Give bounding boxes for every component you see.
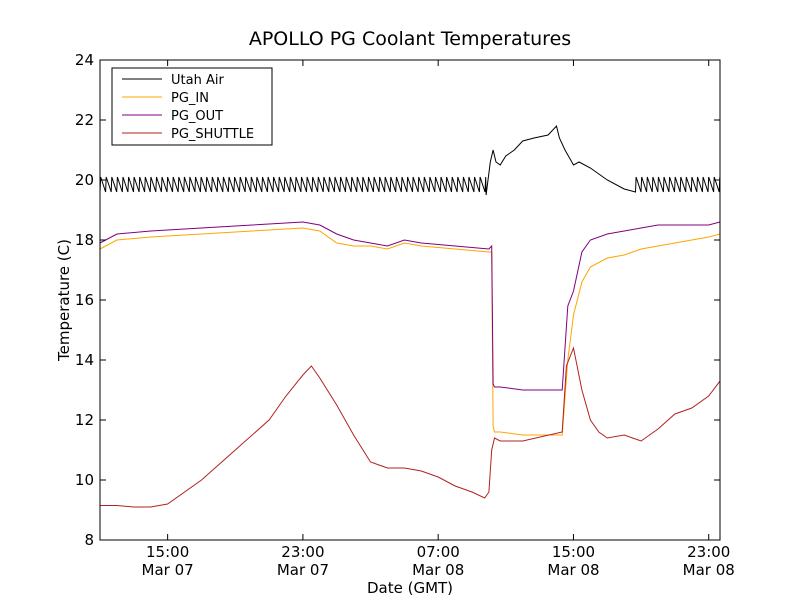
series-layer bbox=[100, 124, 720, 508]
x-tick-label-time: 15:00 bbox=[146, 543, 189, 561]
x-tick-label-date: Mar 08 bbox=[683, 561, 735, 579]
chart-title: APOLLO PG Coolant Temperatures bbox=[249, 28, 571, 50]
y-axis-label: Temperature (C) bbox=[55, 239, 73, 362]
legend-box bbox=[111, 67, 273, 146]
y-tick-label: 24 bbox=[75, 51, 94, 69]
x-tick-label-time: 07:00 bbox=[417, 543, 460, 561]
y-tick-label: 16 bbox=[75, 291, 94, 309]
y-tick-label: 10 bbox=[75, 471, 94, 489]
x-tick-label-date: Mar 07 bbox=[277, 561, 329, 579]
y-tick-label: 20 bbox=[75, 171, 94, 189]
x-tick-label-time: 15:00 bbox=[552, 543, 595, 561]
legend-entry-label: PG_SHUTTLE bbox=[171, 127, 254, 142]
x-tick-label-time: 23:00 bbox=[687, 543, 730, 561]
y-tick-label: 18 bbox=[75, 231, 94, 249]
legend-entry-label: PG_IN bbox=[171, 91, 209, 106]
x-tick-label-date: Mar 07 bbox=[142, 561, 194, 579]
x-tick-label-time: 23:00 bbox=[281, 543, 324, 561]
x-tick-label-date: Mar 08 bbox=[412, 561, 464, 579]
series-line-utah-air bbox=[100, 124, 720, 196]
y-tick-label: 22 bbox=[75, 111, 94, 129]
y-tick-label: 12 bbox=[75, 411, 94, 429]
x-tick-label-date: Mar 08 bbox=[547, 561, 599, 579]
series-line-pg-out bbox=[100, 221, 720, 391]
legend-entry-label: Utah Air bbox=[171, 73, 224, 88]
series-line-pg-shuttle bbox=[100, 346, 720, 508]
series-line-pg-in bbox=[100, 227, 720, 436]
x-axis-label: Date (GMT) bbox=[367, 579, 453, 597]
y-tick-label: 8 bbox=[84, 531, 94, 549]
legend-entry-label: PG_OUT bbox=[171, 109, 223, 124]
y-tick-label: 14 bbox=[75, 351, 94, 369]
legend: Utah Air PG_IN PG_OUT PG_SHUTTLE bbox=[111, 67, 273, 146]
